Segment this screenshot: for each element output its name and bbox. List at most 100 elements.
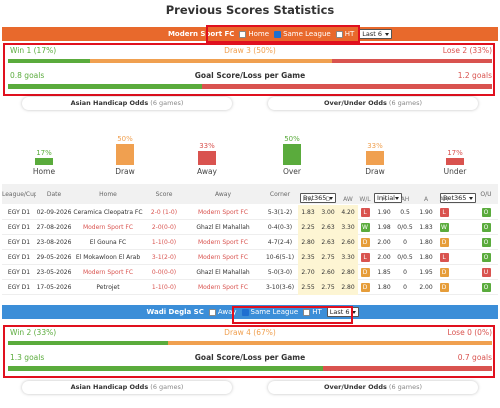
checkbox[interactable]: [274, 30, 282, 38]
result-cell: D: [358, 235, 372, 250]
result-bar-segment: [90, 59, 333, 63]
result-bar-segment: [8, 341, 168, 345]
table-cell: 29-05-2026: [36, 254, 72, 261]
result-badge: O: [481, 283, 491, 292]
last-select[interactable]: Last 6: [359, 29, 393, 39]
filter-option[interactable]: Away: [208, 308, 237, 316]
odds-bar: [366, 151, 384, 165]
table-cell: 2-0(0-0): [151, 224, 177, 231]
odds-panel-title: Asian Handicap Odds (6 games): [22, 381, 232, 394]
table-cell: 1.80: [419, 239, 433, 246]
games-count: (6 games): [388, 99, 423, 107]
table-cell: Ghazl El Mahallah: [196, 224, 250, 231]
table-cell: 0: [403, 239, 407, 246]
odds-bar-label: 33%: [367, 142, 383, 151]
table-cell: 4-7(2-4): [267, 239, 293, 246]
filter-option[interactable]: Home: [239, 30, 269, 38]
filter-option[interactable]: HT: [335, 30, 355, 38]
table-cell: 2.00: [377, 239, 391, 246]
table-cell: 2.70: [298, 265, 318, 280]
table-cell: 0: [403, 269, 407, 276]
checkbox[interactable]: [208, 308, 216, 316]
filter-option[interactable]: HT: [303, 308, 322, 316]
odds-bar-name: Draw: [115, 167, 135, 176]
table-cell: 2.63: [318, 235, 338, 250]
table-cell: EGY D1: [7, 284, 31, 291]
table-cell: Modern Sport FC: [197, 284, 249, 291]
odds-bar-name: Draw: [365, 167, 385, 176]
result-badge: L: [439, 253, 449, 262]
result-cell: O: [476, 220, 496, 235]
checkbox[interactable]: [303, 308, 311, 316]
result-cell: D: [436, 280, 452, 295]
table-cell: 2.60: [338, 235, 358, 250]
odds-title: Asian Handicap Odds: [70, 99, 149, 107]
table-cell: El Gouna FC: [89, 239, 127, 246]
goals-for: 1.3 goals: [10, 353, 45, 362]
checkbox[interactable]: [239, 30, 247, 38]
table-cell: 1.90: [377, 209, 391, 216]
result-badge: W: [439, 223, 449, 232]
odds-panel-title: Asian Handicap Odds (6 games): [22, 97, 232, 110]
odds-bar-label: 17%: [447, 148, 463, 157]
odds-select[interactable]: Initial: [374, 193, 402, 203]
result-cell: W: [358, 220, 372, 235]
odds-bar-name: Under: [443, 167, 467, 176]
result-summary: Win 1 (17%): [10, 46, 57, 55]
column-header: Score: [155, 191, 173, 198]
odds-bar: [35, 157, 53, 165]
table-row: [2, 220, 498, 235]
table-cell: 0-4(0-3): [267, 224, 293, 231]
last-select[interactable]: Last 6: [326, 307, 360, 317]
table-cell: 3-10(3-6): [265, 284, 295, 291]
filter-label: Away: [217, 308, 237, 316]
table-cell: 2.63: [318, 220, 338, 235]
odds-bar: [283, 144, 301, 165]
odds-bar-label: 33%: [199, 142, 215, 151]
column-header: O/U: [480, 191, 492, 198]
checkbox[interactable]: [241, 308, 249, 316]
sub-header: AH: [400, 196, 410, 203]
result-cell: L: [358, 205, 372, 220]
column-header: Date: [46, 191, 62, 198]
table-cell: EGY D1: [7, 209, 31, 216]
table-cell: 23-08-2026: [36, 239, 72, 246]
column-header: Corner: [269, 191, 291, 198]
odds-select[interactable]: Bet365: [300, 193, 336, 203]
odds-title: Asian Handicap Odds: [70, 383, 149, 391]
table-cell: 0-0(0-0): [151, 269, 177, 276]
odds-bar-label: 50%: [284, 135, 300, 143]
odds-title: Over/Under Odds: [323, 99, 387, 107]
result-cell: D: [436, 235, 452, 250]
filter-option[interactable]: Same League: [241, 308, 298, 316]
table-cell: 0: [403, 284, 407, 291]
result-badge: D: [439, 283, 449, 292]
goals-against: 0.7 goals: [457, 353, 492, 362]
table-cell: EGY D1: [7, 269, 31, 276]
goals-label: Goal Score/Loss per Game: [194, 353, 306, 362]
page-title: Previous Scores Statistics: [165, 3, 335, 17]
odds-panel-title: Over/Under Odds (6 games): [268, 381, 478, 394]
table-cell: 2.75: [318, 280, 338, 295]
table-cell: 1.83: [298, 205, 318, 220]
goals-against: 1.2 goals: [457, 71, 492, 80]
odds-select[interactable]: Bet365: [440, 193, 476, 203]
sub-header: H: [381, 196, 387, 203]
filter-option[interactable]: Same League: [274, 30, 331, 38]
checkbox[interactable]: [335, 30, 343, 38]
table-cell: EGY D1: [7, 224, 31, 231]
table-cell: 3.00: [318, 205, 338, 220]
table-cell: Modern Sport FC: [82, 269, 134, 276]
result-badge: W: [360, 223, 370, 232]
games-count: (6 games): [150, 99, 184, 107]
result-badge: D: [360, 283, 370, 292]
filter-label: HT: [344, 30, 355, 38]
table-cell: Modern Sport FC: [82, 224, 134, 231]
odds-bar-label: 17%: [36, 148, 52, 157]
result-summary: Win 2 (33%): [10, 328, 57, 337]
table-cell: 0/0.5: [397, 224, 413, 231]
sub-header: W/L: [359, 196, 371, 203]
games-count: (6 games): [150, 383, 184, 391]
table-cell: 1.83: [419, 224, 433, 231]
